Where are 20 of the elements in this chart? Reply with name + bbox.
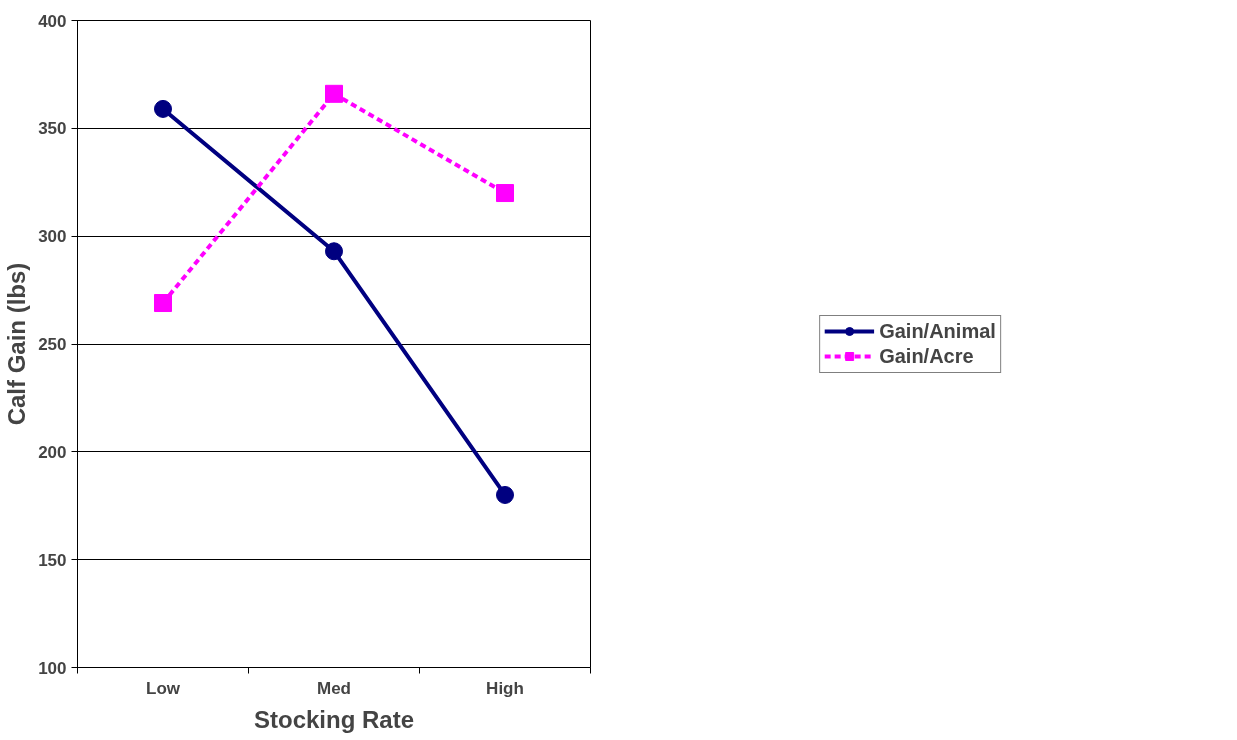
point <box>325 84 343 103</box>
y-tick-label: 200 <box>38 442 67 462</box>
y-tick-label: 250 <box>38 335 67 354</box>
y-tick-label: 350 <box>38 119 67 139</box>
x-tick-label: Low <box>146 678 181 698</box>
point <box>154 99 172 118</box>
x-axis-title: Stocking Rate <box>253 705 415 733</box>
y-tick-label: 150 <box>38 550 67 570</box>
y-axis-title: Calf Gain (lbs) <box>3 262 31 426</box>
y-tick-label: 100 <box>38 658 67 678</box>
legend-label: Gain/Animal <box>879 319 996 343</box>
legend-label: Gain/Acre <box>879 344 974 368</box>
point <box>496 485 514 504</box>
point <box>496 184 514 203</box>
x-tick-label: Med <box>317 678 351 698</box>
point <box>325 242 343 261</box>
point <box>154 294 172 313</box>
y-tick-label: 300 <box>38 227 67 247</box>
y-tick-label: 400 <box>38 11 67 31</box>
x-tick-label: High <box>486 678 524 698</box>
